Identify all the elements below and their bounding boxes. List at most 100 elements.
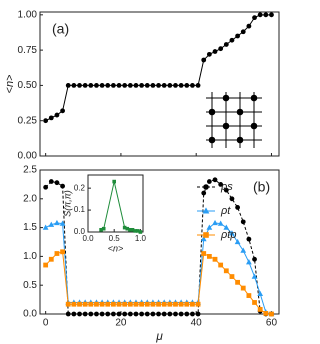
legend-marker bbox=[203, 232, 209, 238]
marker bbox=[122, 83, 128, 88]
y-tick-label: 1.5 bbox=[23, 222, 37, 233]
marker bbox=[54, 112, 60, 118]
marker bbox=[206, 254, 212, 259]
marker bbox=[195, 83, 201, 88]
marker bbox=[139, 301, 145, 307]
marker bbox=[42, 224, 49, 230]
legend-marker bbox=[202, 207, 210, 214]
marker bbox=[257, 290, 264, 296]
marker bbox=[105, 83, 111, 88]
marker bbox=[178, 301, 184, 307]
marker bbox=[235, 33, 240, 39]
marker bbox=[105, 311, 111, 317]
marker bbox=[128, 228, 132, 232]
series-line bbox=[45, 14, 272, 122]
marker bbox=[82, 83, 88, 88]
legend-label: ρs bbox=[220, 181, 233, 193]
inset-background bbox=[88, 175, 143, 232]
marker bbox=[99, 301, 105, 307]
marker bbox=[240, 29, 246, 35]
marker bbox=[240, 247, 247, 253]
marker bbox=[135, 229, 140, 233]
lattice-icon bbox=[206, 92, 262, 148]
marker bbox=[138, 230, 143, 234]
marker bbox=[144, 83, 150, 88]
marker bbox=[190, 311, 195, 317]
marker bbox=[144, 301, 150, 307]
marker bbox=[82, 301, 88, 307]
marker bbox=[122, 311, 128, 317]
y-tick-label: 1.0 bbox=[23, 251, 37, 262]
marker bbox=[229, 196, 235, 202]
marker bbox=[127, 83, 133, 88]
marker bbox=[173, 301, 178, 307]
marker bbox=[212, 177, 218, 183]
marker bbox=[110, 311, 116, 317]
marker bbox=[60, 108, 65, 114]
marker bbox=[246, 259, 252, 265]
marker bbox=[99, 228, 103, 232]
marker bbox=[48, 115, 54, 121]
y-tick-label: 0.0 bbox=[74, 227, 86, 236]
marker bbox=[156, 83, 161, 88]
marker bbox=[116, 301, 122, 307]
marker bbox=[246, 236, 252, 242]
marker bbox=[139, 83, 145, 88]
marker bbox=[173, 83, 178, 88]
y-tick-label: 0.25 bbox=[18, 115, 38, 126]
marker bbox=[252, 256, 257, 262]
marker bbox=[240, 219, 246, 225]
x-tick-label: 1.0 bbox=[135, 234, 147, 243]
marker bbox=[48, 256, 54, 262]
marker bbox=[167, 311, 173, 317]
marker bbox=[201, 57, 207, 63]
marker bbox=[206, 179, 212, 184]
marker bbox=[71, 83, 77, 88]
marker bbox=[60, 249, 65, 255]
marker bbox=[144, 311, 150, 317]
marker bbox=[133, 83, 139, 88]
legend-marker bbox=[203, 184, 209, 190]
marker bbox=[201, 190, 207, 196]
marker bbox=[161, 311, 167, 317]
marker bbox=[257, 306, 263, 312]
marker bbox=[65, 311, 71, 317]
marker bbox=[212, 49, 218, 54]
marker bbox=[234, 238, 241, 245]
marker bbox=[116, 83, 122, 88]
marker bbox=[195, 301, 201, 307]
marker bbox=[43, 184, 49, 190]
panel-label: (a) bbox=[52, 21, 69, 37]
marker bbox=[71, 301, 77, 307]
marker bbox=[82, 311, 88, 317]
marker bbox=[190, 301, 195, 307]
marker bbox=[110, 301, 116, 307]
marker bbox=[127, 311, 133, 317]
marker bbox=[263, 12, 269, 18]
marker bbox=[139, 311, 145, 317]
marker bbox=[218, 182, 224, 187]
marker bbox=[173, 311, 178, 317]
marker bbox=[43, 118, 49, 124]
y-tick-label: 2.5 bbox=[23, 165, 37, 176]
y-tick-label: 1.00 bbox=[18, 9, 38, 20]
panel-label: (b) bbox=[253, 179, 270, 195]
marker bbox=[130, 228, 135, 232]
marker bbox=[48, 179, 54, 184]
marker bbox=[54, 251, 60, 256]
marker bbox=[112, 179, 116, 184]
y-tick-label: 0.1 bbox=[74, 205, 86, 214]
marker bbox=[201, 251, 207, 256]
marker bbox=[156, 301, 161, 307]
marker bbox=[223, 224, 230, 230]
marker bbox=[65, 83, 71, 88]
x-tick-label: 20 bbox=[115, 318, 127, 329]
marker bbox=[133, 301, 139, 307]
marker bbox=[218, 262, 224, 268]
marker bbox=[235, 205, 240, 210]
marker bbox=[195, 311, 201, 317]
marker bbox=[88, 301, 94, 307]
marker bbox=[116, 311, 122, 317]
y-tick-label: 0.2 bbox=[74, 183, 86, 192]
x-axis-label: <n> bbox=[108, 243, 124, 253]
